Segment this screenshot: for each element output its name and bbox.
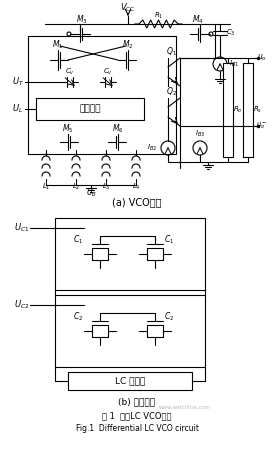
Text: 图 1  差分LC VCO电路: 图 1 差分LC VCO电路	[102, 412, 172, 420]
Bar	[55, 218, 205, 290]
Text: $R_1$: $R_1$	[154, 11, 163, 21]
Bar	[28, 36, 176, 154]
Text: $C_v$: $C_v$	[103, 67, 113, 77]
Text: $M_1$: $M_1$	[52, 39, 64, 51]
Bar	[223, 63, 233, 157]
Text: $I_{B2}$: $I_{B2}$	[147, 143, 157, 153]
Text: 电容阵列: 电容阵列	[79, 105, 101, 113]
Text: www.eetchina.com: www.eetchina.com	[159, 405, 211, 410]
Text: $V_{\mathrm{CC}}$: $V_{\mathrm{CC}}$	[120, 2, 136, 14]
Bar	[36, 98, 144, 120]
Bar	[68, 372, 192, 390]
Text: $R_s$: $R_s$	[253, 105, 263, 115]
Text: $Q_1$: $Q_1$	[165, 46, 176, 58]
Text: $C_1$: $C_1$	[164, 234, 174, 246]
Text: $I_{B1}$: $I_{B1}$	[229, 59, 239, 69]
Text: $R_o$: $R_o$	[233, 105, 243, 115]
Text: $C_v$: $C_v$	[65, 67, 75, 77]
Text: $L_2$: $L_2$	[72, 182, 80, 192]
Text: (a) VCO电路: (a) VCO电路	[112, 197, 162, 207]
Text: $U_T$: $U_T$	[12, 76, 24, 88]
Text: $C_3$: $C_3$	[226, 28, 236, 38]
Text: $Q_2$: $Q_2$	[165, 86, 176, 98]
Text: $U_L$: $U_L$	[13, 103, 24, 115]
Bar	[55, 295, 205, 367]
Text: $U_{C2}$: $U_{C2}$	[14, 299, 30, 311]
Text: $M_6$: $M_6$	[112, 123, 124, 135]
Text: LC 谐振腔: LC 谐振腔	[115, 377, 145, 385]
Text: $M_3$: $M_3$	[76, 14, 88, 26]
Text: $M_2$: $M_2$	[122, 39, 134, 51]
Text: (b) 电容阵列: (b) 电容阵列	[118, 398, 156, 406]
Text: $u_o$: $u_o$	[257, 53, 267, 63]
Text: $C_2$: $C_2$	[164, 311, 174, 323]
Text: $I_{B3}$: $I_{B3}$	[195, 129, 205, 139]
Text: $M_5$: $M_5$	[62, 123, 74, 135]
Text: $M_4$: $M_4$	[192, 14, 204, 26]
Text: $C_2$: $C_2$	[73, 311, 83, 323]
Text: $L_1$: $L_1$	[42, 182, 50, 192]
Text: $C_1$: $C_1$	[73, 234, 83, 246]
Text: $L_3$: $L_3$	[102, 182, 110, 192]
Text: $U_{C1}$: $U_{C1}$	[14, 222, 30, 234]
Text: $U_B$: $U_B$	[85, 187, 96, 199]
Text: $L_4$: $L_4$	[132, 182, 140, 192]
Bar	[243, 63, 253, 157]
Text: Fig.1  Differential LC VCO circuit: Fig.1 Differential LC VCO circuit	[76, 424, 198, 432]
Text: $u_o^-$: $u_o^-$	[256, 120, 268, 132]
